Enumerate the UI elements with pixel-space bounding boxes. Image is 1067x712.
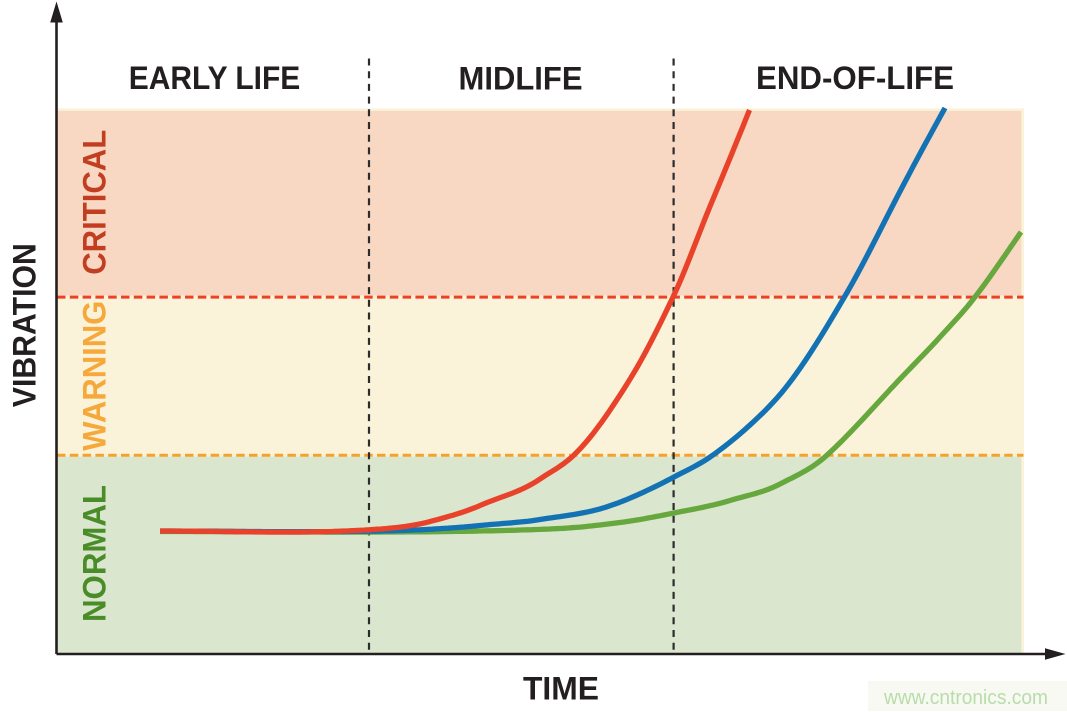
- svg-text:TIME: TIME: [523, 671, 599, 707]
- svg-text:VIBRATION: VIBRATION: [6, 243, 42, 407]
- svg-text:MIDLIFE: MIDLIFE: [459, 61, 583, 97]
- svg-text:www.cntronics.com: www.cntronics.com: [883, 687, 1048, 709]
- svg-text:EARLY LIFE: EARLY LIFE: [129, 60, 301, 96]
- svg-text:END-OF-LIFE: END-OF-LIFE: [756, 60, 954, 96]
- svg-text:WARNING: WARNING: [76, 301, 112, 451]
- svg-text:NORMAL: NORMAL: [76, 485, 112, 622]
- svg-text:CRITICAL: CRITICAL: [76, 130, 112, 275]
